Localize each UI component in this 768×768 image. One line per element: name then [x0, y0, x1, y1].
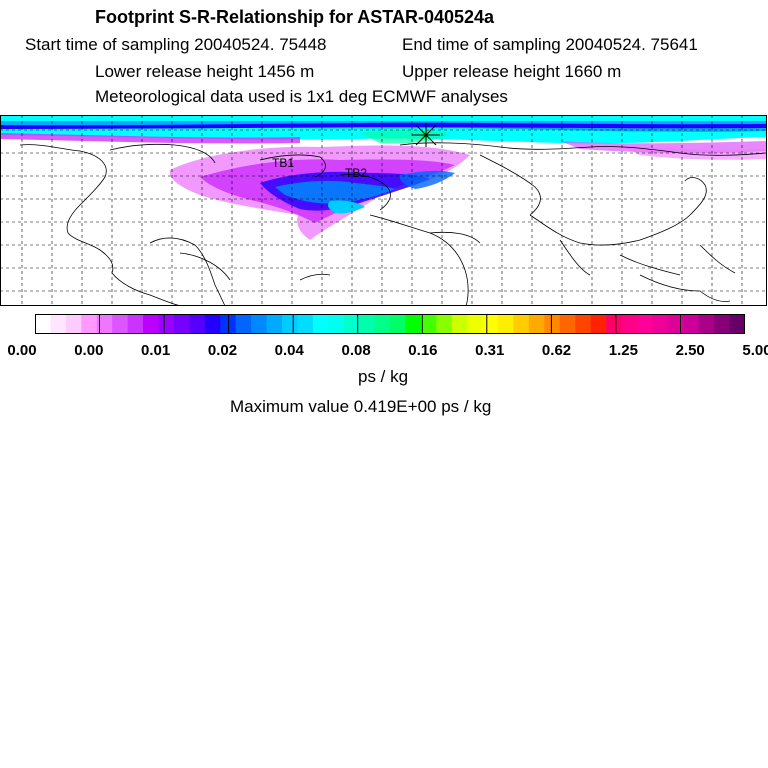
map-label-2: TB2 [345, 166, 367, 180]
footprint-map: TB1 TB2 [0, 115, 767, 306]
map-label-1: TB1 [272, 156, 294, 170]
colorbar-frame [35, 314, 745, 334]
colorbar-tick-label: 0.00 [7, 342, 37, 359]
colorbar-tick-label: 0.02 [207, 342, 238, 359]
colorbar-cell [50, 314, 67, 334]
colorbar-cell [436, 314, 453, 334]
colorbar-cell [81, 314, 98, 334]
colorbar-cell [204, 314, 221, 334]
colorbar-cell [606, 314, 623, 334]
colorbar-tick-label: 5.00 [742, 342, 768, 359]
footprint-field [0, 115, 767, 240]
colorbar-separators [99, 314, 681, 334]
colorbar-cell [143, 314, 159, 334]
lat-lon-grid [0, 115, 767, 306]
colorbar-cell [328, 314, 345, 334]
colorbar-cell [374, 314, 391, 334]
colorbar-cell [390, 314, 406, 334]
colorbar-tick-label: 0.62 [541, 342, 572, 359]
colorbar-cell [683, 314, 700, 334]
colorbar-cell [544, 314, 561, 334]
colorbar-cell [467, 314, 484, 334]
colorbar-cell [173, 314, 190, 334]
colorbar-tick-label: 2.50 [675, 342, 705, 359]
colorbar-cell [559, 314, 576, 334]
colorbar-cell [251, 314, 268, 334]
colorbar-cell [189, 314, 206, 334]
maximum-value: Maximum value 0.419E+00 ps / kg [230, 397, 492, 416]
colorbar-cell [359, 314, 376, 334]
colorbar-cell [420, 314, 437, 334]
colorbar-tick-label: 0.16 [408, 342, 438, 359]
map-frame [0, 115, 767, 306]
coastlines [19, 142, 767, 306]
colorbar-cell [266, 314, 283, 334]
colorbar-cell [312, 314, 329, 334]
colorbar-cell [636, 314, 653, 334]
plot-title: Footprint S-R-Relationship for ASTAR-040… [95, 7, 495, 27]
colorbar [35, 314, 745, 334]
colorbar-cell [698, 314, 715, 334]
colorbar-cell [158, 314, 175, 334]
colorbar-cell [405, 314, 422, 334]
colorbar-cell [482, 314, 499, 334]
colorbar-cell [498, 314, 514, 334]
colorbar-cells [35, 314, 745, 334]
colorbar-cell [652, 314, 669, 334]
colorbar-tick-label: 0.31 [475, 342, 505, 359]
colorbar-tick-label: 0.00 [74, 342, 104, 359]
start-time: Start time of sampling 20040524. 75448 [25, 35, 327, 54]
colorbar-cell [281, 314, 298, 334]
colorbar-units: ps / kg [358, 367, 409, 386]
lower-release-height: Lower release height 1456 m [95, 62, 315, 81]
colorbar-cell [112, 314, 129, 334]
colorbar-cell [343, 314, 360, 334]
colorbar-cell [590, 314, 607, 334]
colorbar-tick-label: 1.25 [608, 342, 638, 359]
colorbar-cell [575, 314, 592, 334]
colorbar-cell [297, 314, 314, 334]
colorbar-cell [451, 314, 468, 334]
end-time: End time of sampling 20040524. 75641 [402, 35, 698, 54]
colorbar-tick-label: 0.01 [141, 342, 171, 359]
colorbar-cell [667, 314, 684, 334]
colorbar-tick-label: 0.04 [274, 342, 304, 359]
colorbar-cell [714, 314, 731, 334]
colorbar-cell [621, 314, 638, 334]
colorbar-cell [729, 314, 745, 334]
colorbar-cell [235, 314, 252, 334]
colorbar-cell [513, 314, 530, 334]
colorbar-cell [127, 314, 144, 334]
colorbar-cell [528, 314, 545, 334]
upper-release-height: Upper release height 1660 m [402, 62, 622, 81]
receptor-marker [412, 123, 440, 147]
colorbar-cell [65, 314, 82, 334]
colorbar-cell [96, 314, 113, 334]
colorbar-cell [35, 314, 51, 334]
meteorological-data: Meteorological data used is 1x1 deg ECMW… [95, 87, 508, 106]
colorbar-tick-label: 0.08 [341, 342, 371, 359]
